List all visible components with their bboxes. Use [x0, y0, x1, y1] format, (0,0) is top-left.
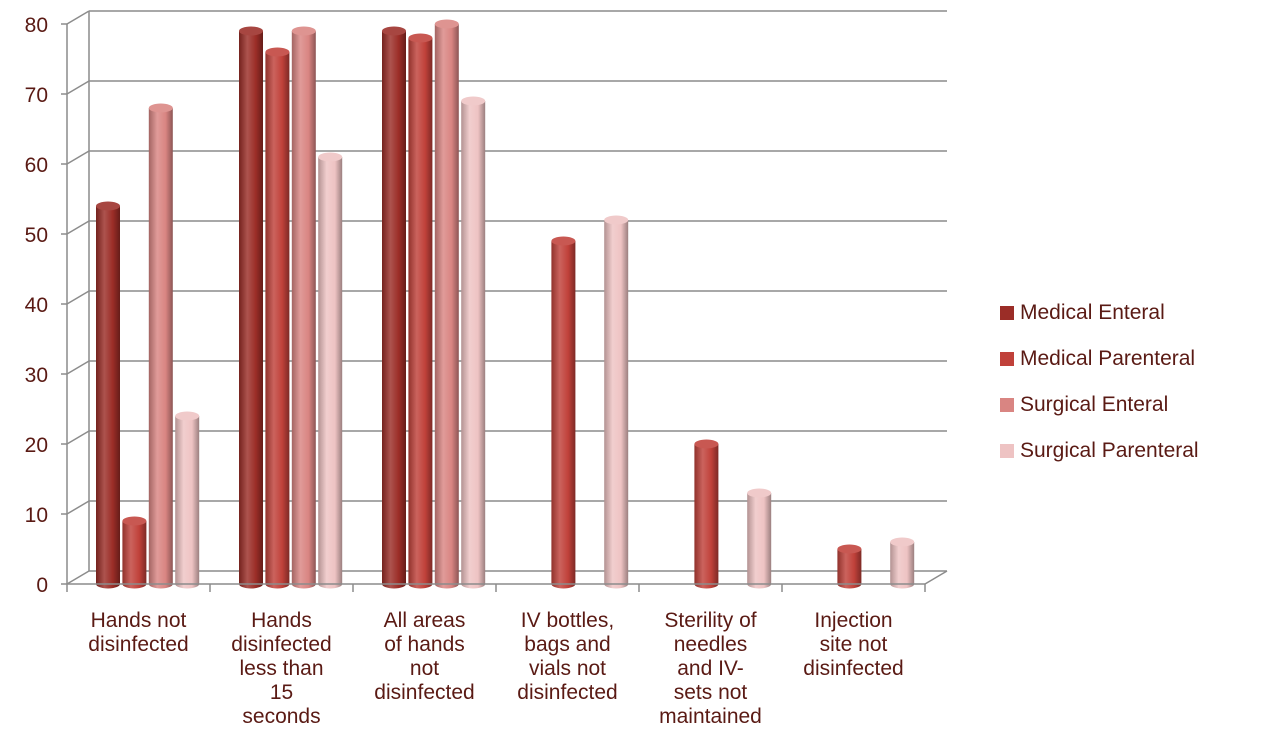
legend-item: Surgical Parenteral — [1000, 428, 1199, 474]
bar — [434, 19, 459, 589]
x-category-label: IV bottles, bags and vials not disinfected — [517, 609, 617, 704]
bar — [239, 26, 263, 589]
bar — [408, 33, 433, 589]
x-category-label: Hands disinfected less than 15 seconds — [231, 609, 331, 728]
gridline-side — [66, 500, 90, 515]
gridline-side — [66, 290, 90, 305]
y-tick-label: 50 — [25, 224, 48, 247]
y-tick-label: 0 — [36, 574, 48, 597]
legend-swatch — [1000, 352, 1014, 366]
bar — [747, 488, 772, 589]
gridline-side — [66, 10, 90, 25]
legend-label: Medical Enteral — [1020, 301, 1165, 324]
bar — [175, 411, 200, 589]
bar — [694, 439, 719, 589]
legend-item: Medical Enteral — [1000, 290, 1199, 336]
legend-item: Surgical Enteral — [1000, 382, 1199, 428]
gridline-side — [66, 80, 90, 95]
legend-label: Surgical Parenteral — [1020, 439, 1199, 462]
y-tick-label: 70 — [25, 84, 48, 107]
grid — [66, 10, 947, 585]
bar — [551, 236, 576, 589]
y-tick-label: 20 — [25, 434, 48, 457]
bars — [96, 19, 915, 589]
legend: Medical Enteral Medical Parenteral Surgica… — [1000, 290, 1199, 474]
x-category-label: Sterility of needles and IV-sets not mainta… — [659, 609, 762, 728]
y-tick-label: 10 — [25, 504, 48, 527]
floor-edge — [924, 570, 948, 585]
bar — [148, 103, 173, 589]
gridline-side — [66, 150, 90, 165]
y-tick-label: 40 — [25, 294, 48, 317]
legend-swatch — [1000, 306, 1014, 320]
x-category-label: Injection site not disinfected — [803, 609, 903, 680]
bar — [890, 537, 915, 589]
x-category-label: All areas of hands not disinfected — [374, 609, 474, 704]
gridline-side — [66, 360, 90, 375]
legend-swatch — [1000, 444, 1014, 458]
bar — [604, 215, 629, 589]
x-category-label: Hands not disinfected — [88, 609, 188, 656]
bar — [122, 516, 147, 589]
gridline-side — [66, 220, 90, 235]
y-tick-label: 80 — [25, 14, 48, 37]
bar — [461, 96, 486, 589]
x-axis: Hands not disinfected Hands disinfected less… — [66, 570, 948, 728]
bar — [837, 544, 862, 589]
bar — [96, 201, 120, 589]
bar — [265, 47, 290, 589]
y-axis: 0 10 20 30 40 50 60 70 80 — [25, 14, 68, 597]
bar — [382, 26, 406, 589]
legend-swatch — [1000, 398, 1014, 412]
y-tick-label: 30 — [25, 364, 48, 387]
legend-label: Surgical Enteral — [1020, 393, 1169, 416]
legend-item: Medical Parenteral — [1000, 336, 1199, 382]
bar — [291, 26, 316, 589]
gridline-side — [66, 570, 90, 585]
y-tick-label: 60 — [25, 154, 48, 177]
legend-label: Medical Parenteral — [1020, 347, 1196, 370]
bar — [318, 152, 343, 589]
gridline-side — [66, 430, 90, 445]
